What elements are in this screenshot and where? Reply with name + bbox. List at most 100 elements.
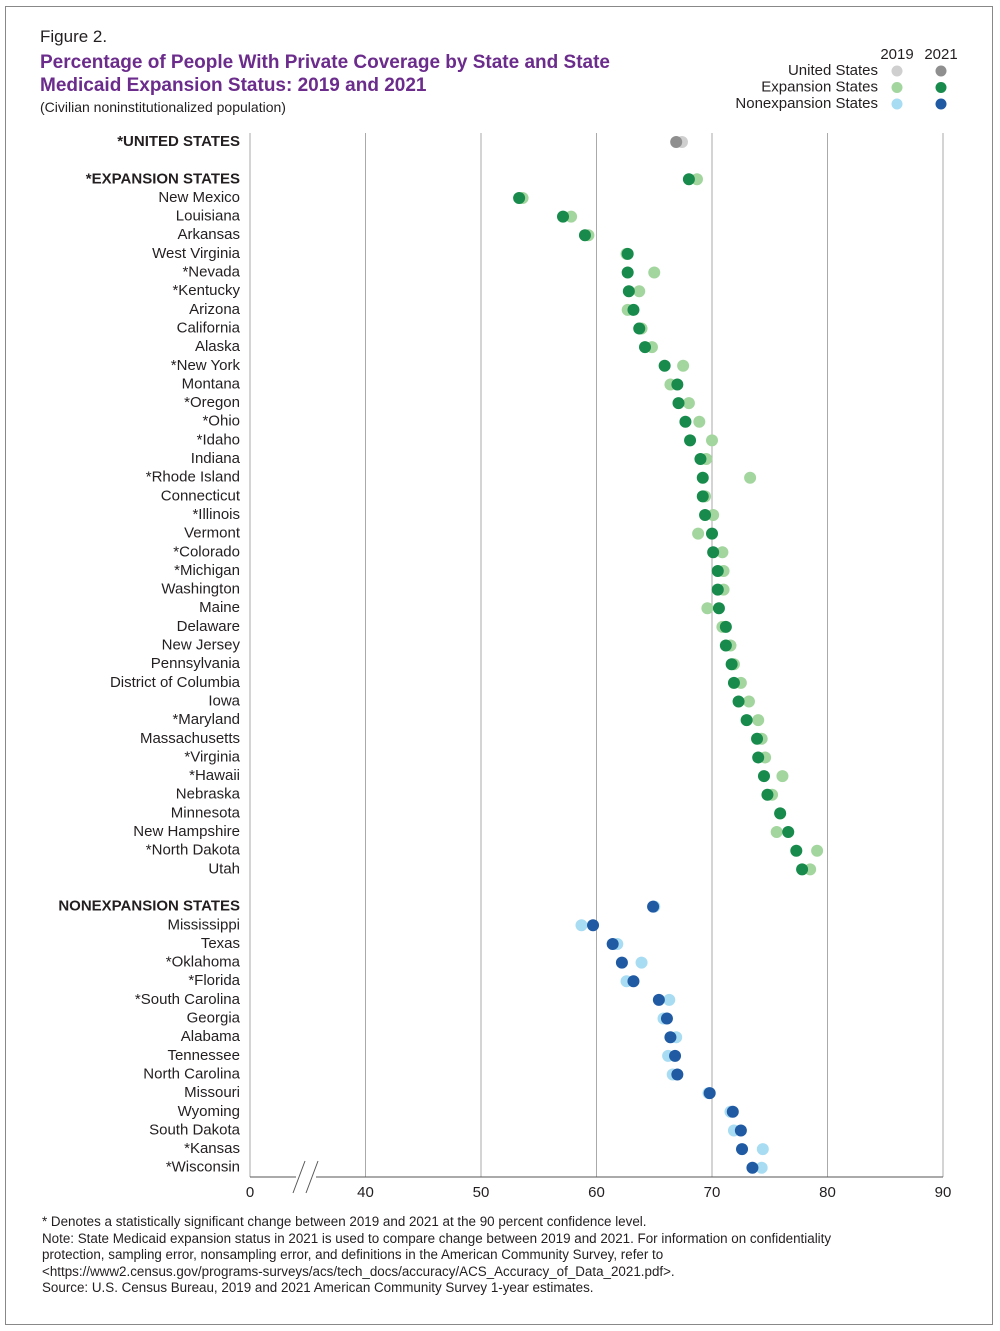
dot bbox=[660, 1012, 673, 1025]
frame bbox=[5, 6, 993, 1325]
dot bbox=[682, 173, 695, 186]
dot bbox=[627, 975, 640, 988]
axis-break-mark bbox=[305, 1160, 319, 1194]
category-label: New Jersey bbox=[162, 637, 241, 654]
dot bbox=[742, 695, 755, 708]
dot bbox=[752, 714, 765, 727]
dot bbox=[575, 919, 588, 932]
category-label: South Dakota bbox=[149, 1121, 241, 1138]
x-tick-label: 50 bbox=[473, 1184, 490, 1201]
dot bbox=[746, 1161, 759, 1174]
dot bbox=[652, 993, 665, 1006]
dot bbox=[770, 826, 783, 839]
x-tick-label: 60 bbox=[588, 1184, 605, 1201]
axis-break-mark bbox=[292, 1160, 306, 1194]
dot bbox=[725, 658, 738, 671]
dot bbox=[587, 919, 600, 932]
dot bbox=[757, 770, 770, 783]
dot bbox=[703, 1087, 716, 1100]
dot bbox=[658, 359, 671, 372]
category-label: Maine bbox=[199, 599, 240, 616]
legend-swatch bbox=[891, 82, 903, 93]
dot bbox=[633, 285, 646, 298]
dot bbox=[776, 770, 789, 783]
category-label: *Kentucky bbox=[172, 282, 240, 299]
dot bbox=[677, 359, 690, 372]
dot bbox=[774, 807, 787, 820]
dot bbox=[672, 397, 685, 410]
legend-swatch bbox=[891, 65, 903, 77]
category-label: *Nevada bbox=[182, 264, 240, 281]
category-label: Wyoming bbox=[178, 1103, 240, 1120]
legend-column: 2021 bbox=[924, 46, 957, 63]
dot bbox=[716, 546, 729, 559]
category-label: *Rhode Island bbox=[146, 469, 240, 486]
dot bbox=[732, 695, 745, 708]
category-label: Iowa bbox=[208, 692, 240, 709]
dot bbox=[761, 788, 774, 801]
dot bbox=[671, 378, 684, 391]
dot bbox=[796, 863, 809, 876]
category-label: *Michigan bbox=[174, 562, 240, 579]
dot bbox=[693, 415, 706, 428]
dot bbox=[664, 1031, 677, 1044]
dot bbox=[736, 1143, 749, 1156]
dot bbox=[669, 1049, 682, 1062]
category-label: New Hampshire bbox=[133, 823, 240, 840]
category-label: *South Carolina bbox=[135, 991, 241, 1008]
category-label: Delaware bbox=[177, 618, 240, 635]
legend-swatch bbox=[935, 65, 947, 77]
category-label: Minnesota bbox=[171, 804, 241, 821]
category-label: California bbox=[177, 319, 241, 336]
legend-swatch bbox=[935, 98, 947, 110]
dot bbox=[670, 136, 683, 148]
category-label: *Ohio bbox=[202, 413, 240, 430]
dot bbox=[647, 900, 660, 913]
dot bbox=[782, 826, 795, 839]
category-label: New Mexico bbox=[158, 189, 240, 206]
dot bbox=[740, 714, 753, 727]
category-label: *Hawaii bbox=[189, 767, 240, 784]
dot bbox=[811, 844, 824, 857]
dot bbox=[696, 490, 709, 503]
category-label: *Oregon bbox=[184, 394, 240, 411]
category-label: *Wisconsin bbox=[166, 1159, 240, 1176]
legend-label: Nonexpansion States bbox=[735, 95, 878, 112]
note: Source: U.S. Census Bureau, 2019 and 202… bbox=[42, 1280, 594, 1296]
category-label: Vermont bbox=[184, 525, 241, 542]
note: Note: State Medicaid expansion status in… bbox=[42, 1230, 832, 1279]
axis-break bbox=[292, 1160, 319, 1194]
dot bbox=[711, 564, 724, 577]
dot bbox=[578, 229, 591, 242]
dot bbox=[707, 546, 720, 559]
dot bbox=[694, 453, 707, 466]
dot bbox=[621, 266, 634, 279]
category-label: Alaska bbox=[195, 338, 241, 355]
dot bbox=[663, 993, 676, 1006]
category-label: Pennsylvania bbox=[151, 655, 241, 672]
category-label: District of Columbia bbox=[110, 674, 241, 691]
category-label: Nebraska bbox=[176, 786, 241, 803]
category-label: Missouri bbox=[184, 1084, 240, 1101]
dot bbox=[756, 1143, 769, 1156]
dot bbox=[684, 434, 697, 447]
category-label: North Carolina bbox=[143, 1065, 240, 1082]
category-label: *Maryland bbox=[172, 711, 240, 728]
dot bbox=[755, 1161, 768, 1174]
dot bbox=[679, 415, 692, 428]
dot bbox=[696, 471, 709, 484]
dot bbox=[682, 397, 695, 410]
note: * Denotes a statistically significant ch… bbox=[42, 1214, 647, 1229]
x-tick-label: 40 bbox=[357, 1184, 374, 1201]
legend-label: United States bbox=[788, 62, 878, 79]
dot bbox=[615, 956, 628, 969]
dot bbox=[790, 844, 803, 857]
notes: * Denotes a statistically significant ch… bbox=[42, 1214, 862, 1297]
category-label: Texas bbox=[201, 935, 240, 952]
category-label: *Kansas bbox=[184, 1140, 240, 1157]
category-label: *Idaho bbox=[197, 431, 240, 448]
category-label: NONEXPANSION STATES bbox=[58, 898, 240, 915]
category-label: Arkansas bbox=[177, 226, 240, 243]
